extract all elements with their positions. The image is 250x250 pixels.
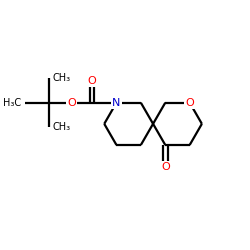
Text: O: O [185, 98, 194, 108]
Text: O: O [161, 162, 170, 172]
Text: N: N [112, 98, 121, 108]
Text: H₃C: H₃C [3, 98, 22, 108]
Text: CH₃: CH₃ [53, 73, 71, 83]
Text: O: O [67, 98, 76, 108]
Text: CH₃: CH₃ [53, 122, 71, 132]
Text: O: O [88, 76, 96, 86]
